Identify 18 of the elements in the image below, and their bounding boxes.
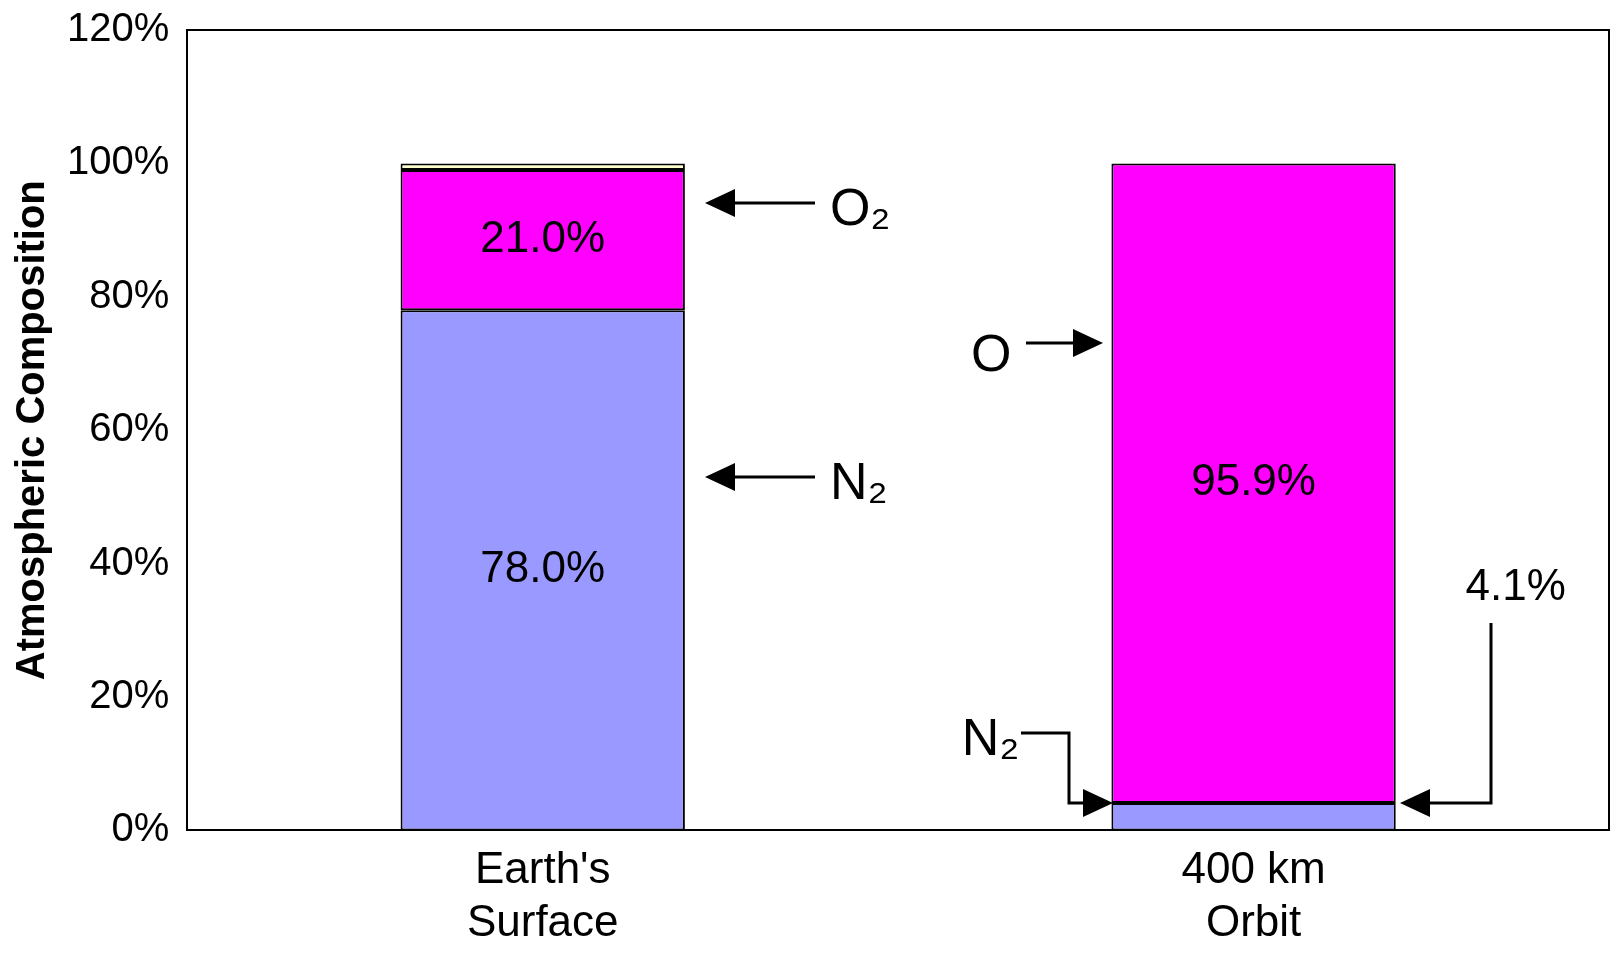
annotation: O₂ [829, 178, 891, 237]
annotation: N₂ [961, 708, 1020, 767]
x-tick-label: 400 km Orbit [1181, 842, 1326, 945]
y-tick-label: 40% [89, 538, 170, 583]
data-label: 95.9% [1191, 455, 1316, 505]
y-axis-title: Atmospheric Composition [8, 180, 53, 681]
data-label: 78.0% [480, 542, 606, 592]
annotation: O [970, 323, 1012, 382]
y-tick-label: 120% [66, 5, 170, 50]
data-label: 21.0% [480, 212, 606, 262]
annotation: N₂ [829, 451, 888, 510]
annotation: 4.1% [1465, 560, 1566, 610]
y-tick-label: 0% [111, 805, 170, 850]
y-tick-label: 80% [89, 271, 170, 316]
y-tick-label: 100% [66, 138, 170, 183]
y-tick-label: 60% [89, 405, 170, 450]
x-tick-label: Earth's Surface [466, 842, 619, 945]
y-tick-label: 20% [89, 672, 170, 717]
